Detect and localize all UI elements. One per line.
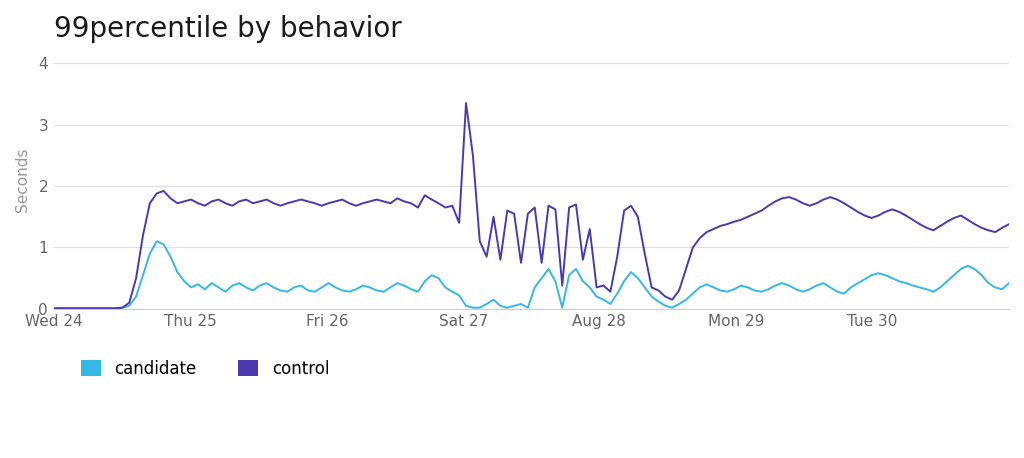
Legend: candidate, control: candidate, control xyxy=(81,360,329,378)
Y-axis label: Seconds: Seconds xyxy=(15,147,30,212)
Text: 99percentile by behavior: 99percentile by behavior xyxy=(53,15,401,43)
